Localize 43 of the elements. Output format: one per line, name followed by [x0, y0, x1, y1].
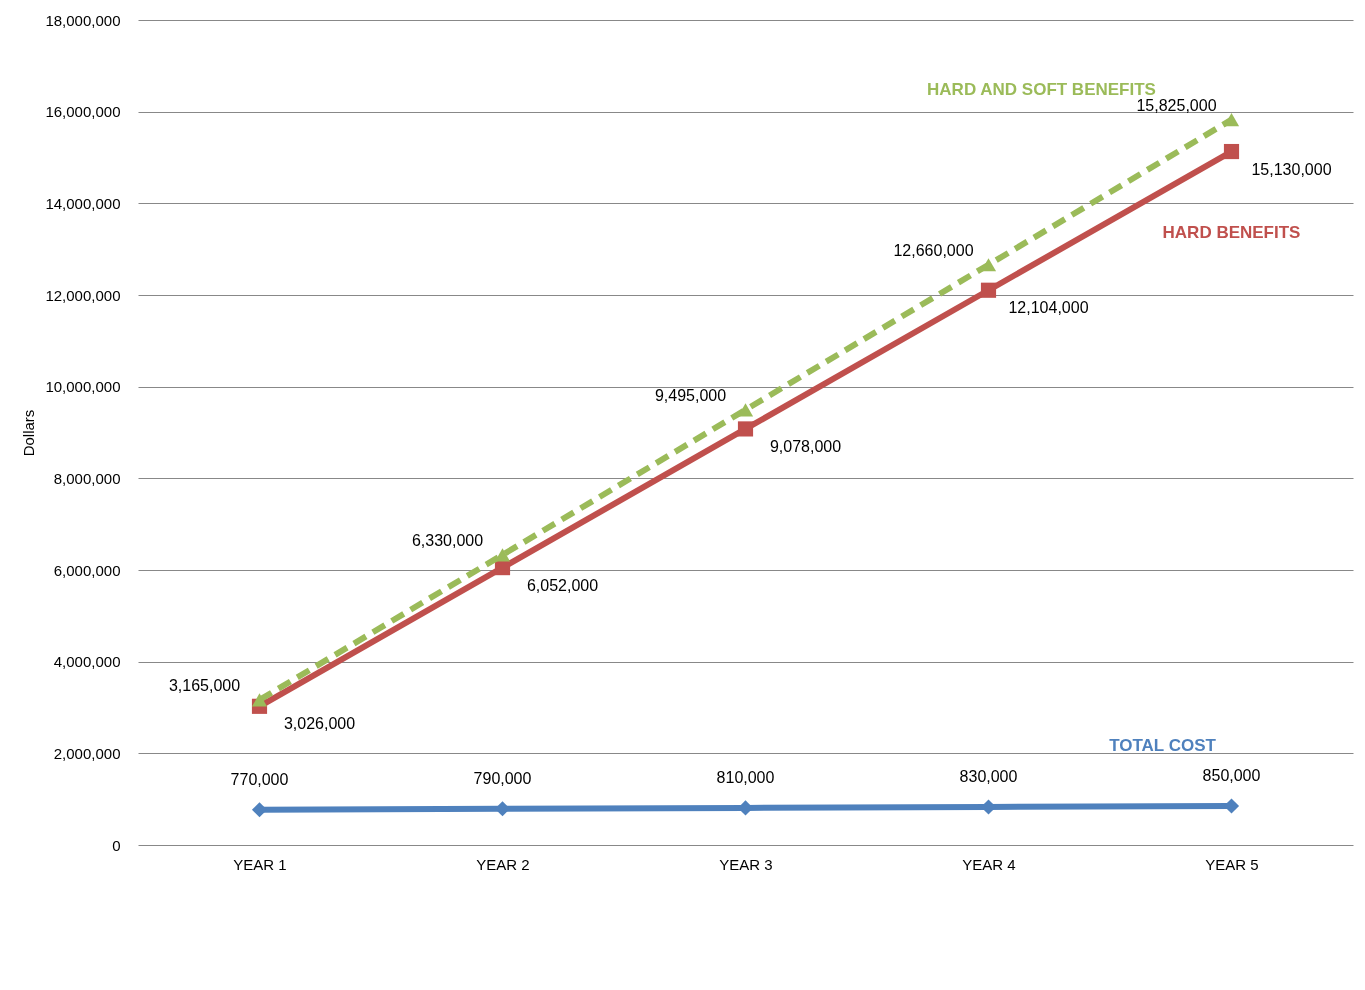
data-label: 830,000 — [959, 767, 1018, 785]
y-tick-label: 10,000,000 — [45, 378, 121, 396]
data-label: 6,052,000 — [526, 576, 599, 594]
text: TOTAL COST — [1109, 736, 1217, 756]
y-tick-label: 2,000,000 — [53, 744, 121, 762]
x-tick-label: YEAR 1 — [233, 855, 287, 873]
point — [980, 282, 997, 298]
point — [737, 421, 754, 437]
point — [1223, 143, 1240, 160]
y-tick-label: 0 — [112, 836, 121, 854]
point — [494, 548, 511, 562]
x-tick-label: YEAR 3 — [719, 855, 773, 873]
y-tick-label: 14,000,000 — [45, 194, 121, 212]
text: HARD AND SOFT BENEFITS — [927, 79, 1156, 99]
y-tick-label: 4,000,000 — [53, 653, 121, 671]
point — [980, 258, 997, 272]
x-tick-label: YEAR 2 — [476, 855, 530, 873]
point — [494, 560, 511, 576]
data-label: 810,000 — [716, 768, 775, 786]
data-label: 9,078,000 — [769, 437, 842, 455]
point — [1223, 113, 1240, 127]
y-tick-label: 18,000,000 — [45, 11, 121, 29]
data-label: 790,000 — [473, 769, 532, 787]
y-tick-label: 16,000,000 — [45, 103, 121, 121]
y-axis-title: Dollars — [20, 409, 38, 457]
y-tick-label: 8,000,000 — [53, 469, 121, 487]
point — [737, 403, 754, 417]
data-label: 12,104,000 — [1008, 299, 1089, 317]
x-tick-label: YEAR 4 — [962, 855, 1016, 873]
y-tick-label: 6,000,000 — [53, 561, 121, 579]
data-label: 6,330,000 — [411, 531, 484, 549]
y-tick-label: 12,000,000 — [45, 286, 121, 304]
data-label: 15,825,000 — [1136, 96, 1217, 114]
data-label: 15,130,000 — [1251, 160, 1332, 178]
data-label: 770,000 — [230, 770, 289, 788]
data-label: 3,026,000 — [283, 715, 356, 733]
data-label: 12,660,000 — [893, 241, 974, 259]
series-label: HARD BENEFITS — [1162, 222, 1301, 242]
point — [251, 693, 268, 707]
x-tick-label: YEAR 5 — [1205, 855, 1259, 873]
data-label: 3,165,000 — [168, 676, 241, 694]
data-label: 850,000 — [1202, 767, 1261, 785]
data-label: 9,495,000 — [654, 386, 727, 404]
